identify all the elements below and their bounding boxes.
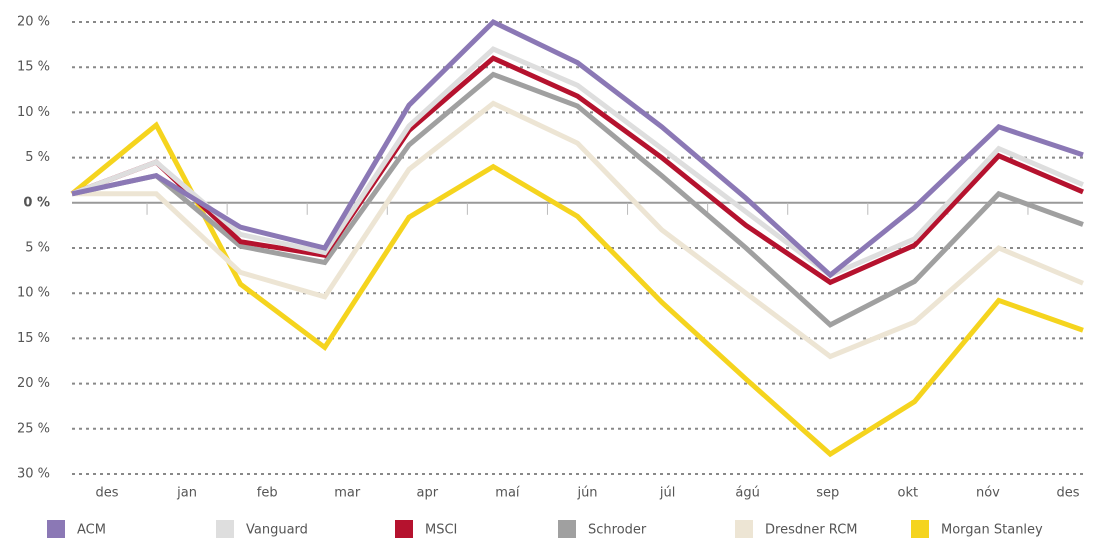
- legend-swatch: [735, 520, 753, 538]
- legend-label: Morgan Stanley: [941, 523, 1043, 538]
- series-line: [72, 100, 1084, 360]
- x-tick-label: júl: [659, 486, 675, 501]
- y-tick-label: 20 %: [17, 15, 50, 30]
- series-line: [70, 121, 1084, 458]
- x-tick-label: ágú: [735, 486, 759, 501]
- x-tick-label: okt: [898, 486, 919, 501]
- legend-swatch: [395, 520, 413, 538]
- legend-label: Dresdner RCM: [765, 523, 858, 538]
- x-tick-label: mar: [334, 486, 361, 501]
- legend-label: Vanguard: [246, 523, 308, 538]
- x-tick-label: nóv: [976, 486, 1000, 501]
- x-tick-label: jún: [576, 486, 597, 501]
- series-line: [71, 55, 1084, 286]
- y-tick-label: 10 %: [17, 105, 50, 120]
- x-tick-label: sep: [816, 486, 839, 501]
- x-tick-label: des: [95, 486, 118, 501]
- y-tick-label: 10 %: [17, 286, 50, 301]
- y-tick-label: 0 %: [23, 195, 50, 210]
- y-tick-label: 25 %: [17, 421, 50, 436]
- x-tick-label: jan: [176, 486, 197, 501]
- y-tick-label: 15 %: [17, 60, 50, 75]
- y-tick-label: 20 %: [17, 376, 50, 391]
- y-tick-label: 5 %: [25, 241, 50, 256]
- y-tick-label: 5 %: [25, 150, 50, 165]
- y-tick-label: 15 %: [17, 331, 50, 346]
- y-tick-label: 30 %: [17, 467, 50, 482]
- x-tick-label: feb: [257, 486, 278, 501]
- series-line: [71, 46, 1084, 278]
- legend-label: ACM: [77, 523, 106, 538]
- x-tick-label: des: [1056, 486, 1079, 501]
- series-line: [71, 71, 1084, 328]
- legend-swatch: [47, 520, 65, 538]
- legend-swatch: [216, 520, 234, 538]
- legend-swatch: [558, 520, 576, 538]
- series-line: [71, 18, 1084, 279]
- x-tick-label: maí: [495, 486, 520, 501]
- legend-label: Schroder: [588, 523, 647, 538]
- x-tick-label: apr: [417, 486, 439, 501]
- legend-swatch: [911, 520, 929, 538]
- legend-label: MSCI: [425, 523, 457, 538]
